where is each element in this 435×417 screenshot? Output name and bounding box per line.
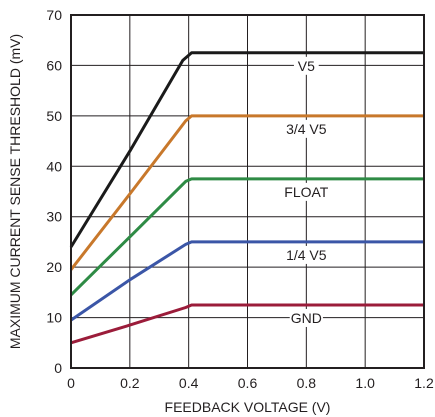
x-axis-label: FEEDBACK VOLTAGE (V)	[165, 399, 331, 415]
y-tick-label: 20	[46, 259, 62, 275]
series-label: 1/4 V5	[286, 247, 327, 263]
series-label: 3/4 V5	[286, 121, 327, 137]
y-tick-label: 0	[54, 360, 62, 376]
x-tick-label: 1.2	[414, 375, 434, 391]
series-line	[70, 303, 424, 345]
x-tick-label: 0	[67, 375, 75, 391]
y-tick-label: 50	[46, 108, 62, 124]
grid	[71, 15, 424, 368]
x-tick-label: 0.2	[120, 375, 140, 391]
y-tick-label: 70	[46, 7, 62, 23]
series-label-background	[277, 119, 336, 138]
series-label-background	[289, 308, 323, 327]
series-label: FLOAT	[284, 184, 329, 200]
x-tick-label: 1.0	[355, 375, 375, 391]
y-axis-label: MAXIMUM CURRENT SENSE THRESHOLD (mV)	[7, 34, 23, 349]
series-label-background	[277, 245, 336, 264]
x-tick-label: 0.8	[297, 375, 317, 391]
x-tick-label: 0.6	[238, 375, 258, 391]
series-line	[69, 51, 424, 248]
series-label: GND	[291, 310, 322, 326]
series-line	[69, 177, 424, 296]
y-tick-label: 40	[46, 158, 62, 174]
x-axis-ticks: 0 0.2 0.4 0.6 0.8 1.0 1.2	[67, 375, 434, 391]
series-lines	[69, 51, 424, 345]
y-axis-ticks: 0 10 20 30 40 50 60 70	[46, 7, 62, 376]
x-tick-label: 0.4	[179, 375, 199, 391]
y-tick-label: 60	[46, 57, 62, 73]
series-line	[69, 114, 424, 271]
series-line	[70, 240, 424, 322]
y-tick-label: 30	[46, 209, 62, 225]
series-label-background	[281, 182, 332, 201]
series-label: V5	[298, 58, 315, 74]
plot-frame	[70, 14, 425, 369]
series-labels: V5 3/4 V5 FLOAT 1/4 V5 GND	[277, 56, 336, 327]
series-label-background	[293, 56, 319, 75]
y-tick-label: 10	[46, 310, 62, 326]
